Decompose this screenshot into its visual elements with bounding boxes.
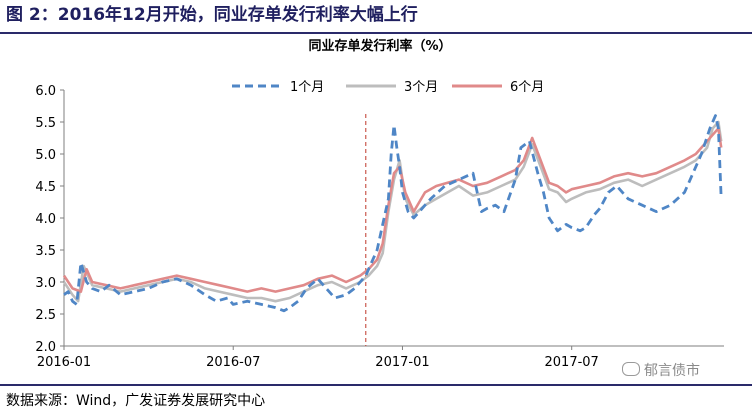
figure-title: 图 2：2016年12月开始，同业存单发行利率大幅上行 bbox=[6, 5, 418, 25]
top-rule bbox=[0, 32, 752, 34]
x-tick-label: 2016-07 bbox=[206, 355, 260, 370]
y-tick-label: 4.0 bbox=[35, 212, 56, 227]
y-tick-label: 6.0 bbox=[35, 84, 56, 99]
y-tick-label: 2.0 bbox=[35, 340, 56, 355]
chart-legend: 1个月 3个月 6个月 bbox=[232, 80, 544, 95]
source-note: 数据来源：Wind，广发证券发展研究中心 bbox=[6, 393, 266, 409]
y-tick-label: 5.0 bbox=[35, 148, 56, 163]
x-tick-label: 2016-01 bbox=[37, 355, 91, 370]
y-tick-label: 4.5 bbox=[35, 180, 56, 195]
line-chart: 同业存单发行利率（%） 1个月 3个月 6个月 2.0 2.5 3.0 3.5 4.0 4.5… bbox=[35, 38, 724, 370]
watermark-text: 郁言债市 bbox=[644, 363, 700, 379]
series-line-6m bbox=[62, 127, 723, 293]
chart-series bbox=[62, 114, 723, 313]
legend-label: 3个月 bbox=[404, 80, 438, 95]
bottom-rule bbox=[0, 384, 752, 386]
chart-title: 同业存单发行利率（%） bbox=[308, 38, 451, 54]
x-tick-label: 2017-07 bbox=[545, 355, 599, 370]
y-tick-label: 2.5 bbox=[35, 308, 56, 323]
chart-axes: 2.0 2.5 3.0 3.5 4.0 4.5 5.0 5.5 6.0 2016-01 2016-0… bbox=[35, 84, 724, 370]
y-tick-label: 5.5 bbox=[35, 116, 56, 131]
x-tick-label: 2017-01 bbox=[375, 355, 429, 370]
y-tick-label: 3.5 bbox=[35, 244, 56, 259]
wechat-icon bbox=[622, 362, 640, 376]
series-line-1m bbox=[63, 114, 723, 313]
legend-label: 1个月 bbox=[290, 80, 324, 95]
y-tick-label: 3.0 bbox=[35, 276, 56, 291]
series-line-3m bbox=[62, 120, 723, 303]
legend-label: 6个月 bbox=[510, 80, 544, 95]
watermark: 郁言债市 bbox=[622, 360, 700, 380]
